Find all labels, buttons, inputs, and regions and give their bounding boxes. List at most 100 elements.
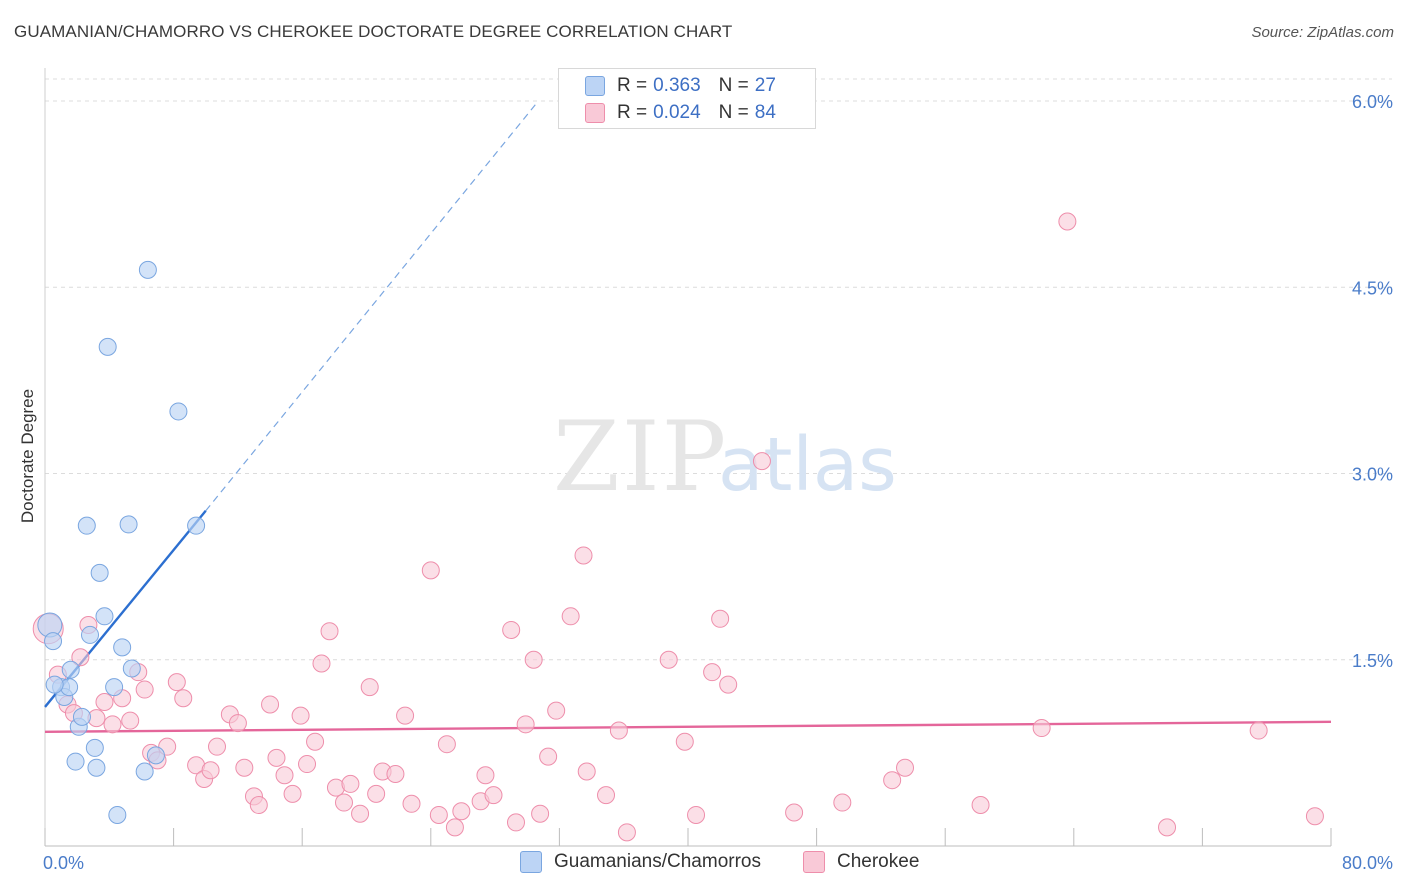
cherokee-point xyxy=(249,796,268,815)
cherokee-point xyxy=(1305,807,1324,826)
guamanian-point xyxy=(146,746,165,765)
cherokee-point xyxy=(396,706,415,725)
legend-item-cherokee: Cherokee xyxy=(803,851,919,873)
x-tick-label-min: 0.0% xyxy=(43,853,84,873)
cherokee-point xyxy=(201,761,220,780)
legend-n-label: N = xyxy=(718,102,749,123)
cherokee-point xyxy=(574,546,593,565)
cherokee-point xyxy=(539,747,558,766)
guamanian-point xyxy=(90,563,109,582)
axes: 1.5% 3.0% 4.5% 6.0% 0.0% 80.0% xyxy=(43,68,1393,873)
guamanian-point xyxy=(119,515,138,534)
cherokee-point xyxy=(367,784,386,803)
guamanian-point xyxy=(87,758,106,777)
cherokee-point xyxy=(351,804,370,823)
watermark-atlas: atlas xyxy=(718,422,897,508)
y-tick-label: 3.0% xyxy=(1352,465,1393,485)
y-tick-label: 6.0% xyxy=(1352,92,1393,112)
guamanian-point xyxy=(85,738,104,757)
watermark-zip: ZIP xyxy=(553,401,728,513)
cherokee-point xyxy=(719,675,738,694)
cherokee-point xyxy=(267,748,286,767)
watermark: ZIP atlas xyxy=(553,401,897,513)
cherokee-point xyxy=(235,758,254,777)
cherokee-point xyxy=(291,706,310,725)
guamanian-point xyxy=(113,638,132,657)
cherokee-point xyxy=(429,805,448,824)
cherokee-point xyxy=(971,796,990,815)
source-label: Source: ZipAtlas.com xyxy=(1251,24,1394,41)
cherokee-point xyxy=(445,818,464,837)
guamanian-point xyxy=(105,678,124,697)
legend-r-label: R = xyxy=(617,75,648,96)
legend-item-guamanian: Guamanians/Chamorros xyxy=(520,851,761,873)
stats-legend: R = 0.363 N = 27 R = 0.024 N = 84 xyxy=(558,68,816,129)
guamanian-point xyxy=(138,260,157,279)
gridlines xyxy=(45,78,1392,661)
cherokee-point xyxy=(71,648,90,667)
legend-row-cherokee: R = 0.024 N = 84 xyxy=(585,101,776,125)
cherokee-point xyxy=(896,758,915,777)
legend-r-value: 0.024 xyxy=(653,102,701,123)
legend-n-value: 27 xyxy=(754,75,776,96)
cherokee-point xyxy=(320,622,339,641)
legend-swatch-guamanian xyxy=(585,76,605,96)
legend-label-cherokee: Cherokee xyxy=(837,851,920,872)
cherokee-point xyxy=(547,701,566,720)
cherokee-point xyxy=(95,692,114,711)
cherokee-point xyxy=(135,680,154,699)
cherokee-point xyxy=(659,650,678,669)
cherokee-point xyxy=(597,786,616,805)
guamanian-point xyxy=(61,660,80,679)
cherokee-point xyxy=(306,732,325,751)
y-tick-label: 4.5% xyxy=(1352,278,1393,298)
legend-label-guamanian: Guamanians/Chamorros xyxy=(554,851,761,872)
cherokee-point xyxy=(275,766,294,785)
cherokee-point xyxy=(103,715,122,734)
cherokee-point xyxy=(121,711,140,730)
cherokee-trend-line xyxy=(44,720,1332,733)
cherokee-point xyxy=(341,774,360,793)
y-tick-label: 1.5% xyxy=(1352,651,1393,671)
legend-r-label: R = xyxy=(617,102,648,123)
cherokee-point xyxy=(785,803,804,822)
cherokee-point xyxy=(577,762,596,781)
cherokee-point xyxy=(531,804,550,823)
guamanian-point xyxy=(122,659,141,678)
cherokee-point xyxy=(1249,721,1268,740)
cherokee-point xyxy=(386,764,405,783)
x-tick-label-max: 80.0% xyxy=(1342,853,1393,873)
cherokee-point xyxy=(208,737,227,756)
cherokee-point xyxy=(675,732,694,751)
legend-swatch-cherokee xyxy=(803,851,825,873)
legend-n-label: N = xyxy=(718,75,749,96)
legend-r-value: 0.363 xyxy=(653,75,701,96)
cherokee-point xyxy=(711,609,730,628)
guamanian-point xyxy=(98,337,117,356)
cherokee-point xyxy=(687,805,706,824)
cherokee-point xyxy=(1032,719,1051,738)
series-legend: Guamanians/Chamorros Cherokee xyxy=(0,851,1406,877)
cherokee-point xyxy=(1058,212,1077,231)
cherokee-point xyxy=(402,794,421,813)
legend-n-value: 84 xyxy=(754,102,776,123)
cherokee-point xyxy=(1158,818,1177,837)
guamanian-point xyxy=(187,516,206,535)
cherokee-point xyxy=(298,755,317,774)
guamanian-trend-extension xyxy=(205,104,536,512)
legend-swatch-guamanian xyxy=(520,851,542,873)
cherokee-point xyxy=(484,786,503,805)
cherokee-point xyxy=(516,715,535,734)
cherokee-point xyxy=(524,650,543,669)
guamanian-point xyxy=(72,707,91,726)
cherokee-point xyxy=(228,714,247,733)
cherokee-point xyxy=(437,735,456,754)
cherokee-point xyxy=(609,721,628,740)
legend-swatch-cherokee xyxy=(585,103,605,123)
chart-title: GUAMANIAN/CHAMORRO VS CHEROKEE DOCTORATE… xyxy=(14,22,733,41)
legend-row-guamanian: R = 0.363 N = 27 xyxy=(585,74,776,98)
cherokee-point xyxy=(561,607,580,626)
cherokee-point xyxy=(283,784,302,803)
cherokee-point xyxy=(334,793,353,812)
